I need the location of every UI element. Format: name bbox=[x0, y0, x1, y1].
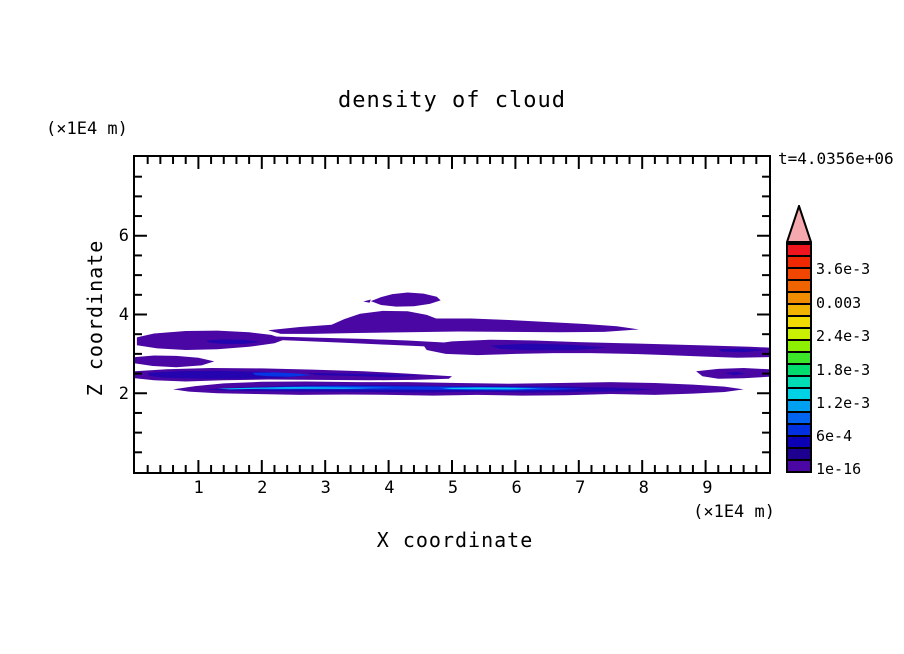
colorbar-segment-16 bbox=[788, 435, 810, 447]
colorbar-segment-4 bbox=[788, 291, 810, 303]
colorbar-segment-3 bbox=[788, 279, 810, 291]
colorbar bbox=[786, 243, 812, 473]
colorbar-label-1e-16: 1e-16 bbox=[816, 460, 862, 478]
x-tick-label-6: 6 bbox=[511, 478, 522, 498]
contour-band-upper-long bbox=[268, 310, 640, 334]
contour-cyan-lower-2 bbox=[442, 387, 538, 390]
colorbar-segment-15 bbox=[788, 423, 810, 435]
x-tick-label-4: 4 bbox=[384, 478, 395, 498]
contour-plot-canvas bbox=[135, 157, 769, 472]
z-tick-label-6: 6 bbox=[118, 226, 129, 246]
contour-blue-lower-a bbox=[252, 372, 312, 377]
x-axis-title: X coordinate bbox=[376, 528, 534, 552]
contour-speck-upper-small bbox=[363, 299, 371, 303]
z-axis-unit-label: (×1E4 m) bbox=[46, 119, 128, 139]
colorbar-segment-9 bbox=[788, 351, 810, 363]
colorbar-segment-7 bbox=[788, 327, 810, 339]
colorbar-segment-18 bbox=[788, 459, 810, 471]
colorbar-segment-10 bbox=[788, 363, 810, 375]
colorbar-segment-5 bbox=[788, 303, 810, 315]
x-tick-label-8: 8 bbox=[638, 478, 649, 498]
colorbar-segment-14 bbox=[788, 411, 810, 423]
time-annotation: t=4.0356e+06 bbox=[778, 149, 894, 168]
contour-navy-upper-left bbox=[205, 339, 261, 345]
x-tick-label-9: 9 bbox=[702, 478, 713, 498]
cloud-contours bbox=[135, 292, 769, 396]
colorbar-label-1.8e-3: 1.8e-3 bbox=[816, 361, 871, 379]
colorbar-segment-1 bbox=[788, 255, 810, 267]
x-tick-label-2: 2 bbox=[257, 478, 268, 498]
contour-navy-speck-right bbox=[724, 372, 745, 376]
x-axis-unit-label: (×1E4 m) bbox=[693, 502, 775, 522]
contour-navy-lower-a2 bbox=[307, 372, 421, 378]
colorbar-label-0.003: 0.003 bbox=[816, 294, 862, 312]
colorbar-segment-8 bbox=[788, 339, 810, 351]
plot-area bbox=[133, 155, 771, 474]
z-tick-label-4: 4 bbox=[118, 305, 129, 325]
colorbar-label-2.4e-3: 2.4e-3 bbox=[816, 327, 871, 345]
contour-band-left-small bbox=[135, 355, 215, 368]
x-tick-label-5: 5 bbox=[447, 478, 459, 498]
colorbar-segment-6 bbox=[788, 315, 810, 327]
contour-navy-mid-right2 bbox=[718, 348, 766, 353]
contour-speck-left-bottom bbox=[226, 390, 234, 394]
contour-navy-mid-right bbox=[490, 343, 608, 351]
x-tick-label-7: 7 bbox=[575, 478, 586, 498]
colorbar-segment-12 bbox=[788, 387, 810, 399]
colorbar-segment-17 bbox=[788, 447, 810, 459]
contour-cyan-lower-1 bbox=[217, 387, 370, 390]
colorbar-label-6e-4: 6e-4 bbox=[816, 427, 853, 445]
contour-band-mid-right bbox=[423, 339, 769, 358]
x-tick-label-3: 3 bbox=[320, 478, 331, 498]
z-tick-label-2: 2 bbox=[118, 384, 129, 404]
colorbar-segment-0 bbox=[788, 245, 810, 255]
colorbar-label-1.2e-3: 1.2e-3 bbox=[816, 394, 871, 412]
contour-band-mid-diagonal bbox=[271, 336, 462, 347]
axis-ticks bbox=[135, 157, 769, 472]
colorbar-label-3.6e-3: 3.6e-3 bbox=[816, 260, 871, 278]
contour-blob-upper-small bbox=[370, 292, 441, 307]
x-tick-label-1: 1 bbox=[193, 478, 204, 498]
chart-title: density of cloud bbox=[338, 88, 566, 113]
colorbar-segment-11 bbox=[788, 375, 810, 387]
z-axis-title: Z coordinate bbox=[83, 239, 107, 397]
colorbar-overflow-triangle bbox=[786, 205, 812, 243]
colorbar-segment-2 bbox=[788, 267, 810, 279]
colorbar-segment-13 bbox=[788, 399, 810, 411]
